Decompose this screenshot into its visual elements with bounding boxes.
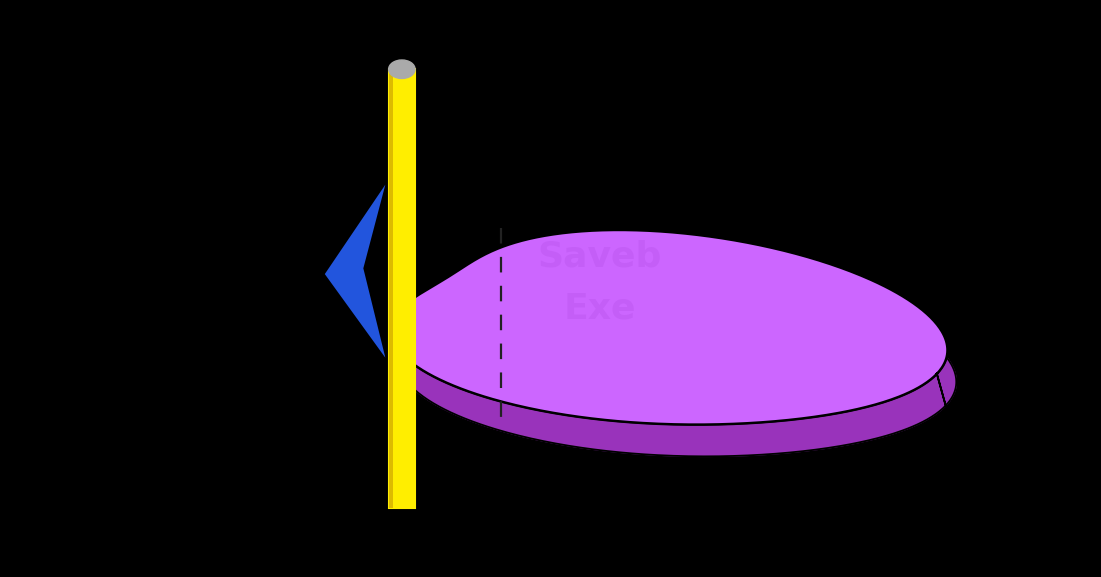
Ellipse shape (389, 60, 415, 78)
Polygon shape (391, 317, 957, 456)
Text: Saveb: Saveb (538, 240, 662, 273)
Bar (389, 69, 393, 508)
Polygon shape (400, 262, 957, 456)
Bar (389, 69, 415, 508)
Text: Exe: Exe (564, 292, 636, 325)
Polygon shape (391, 230, 948, 425)
Polygon shape (325, 185, 385, 358)
